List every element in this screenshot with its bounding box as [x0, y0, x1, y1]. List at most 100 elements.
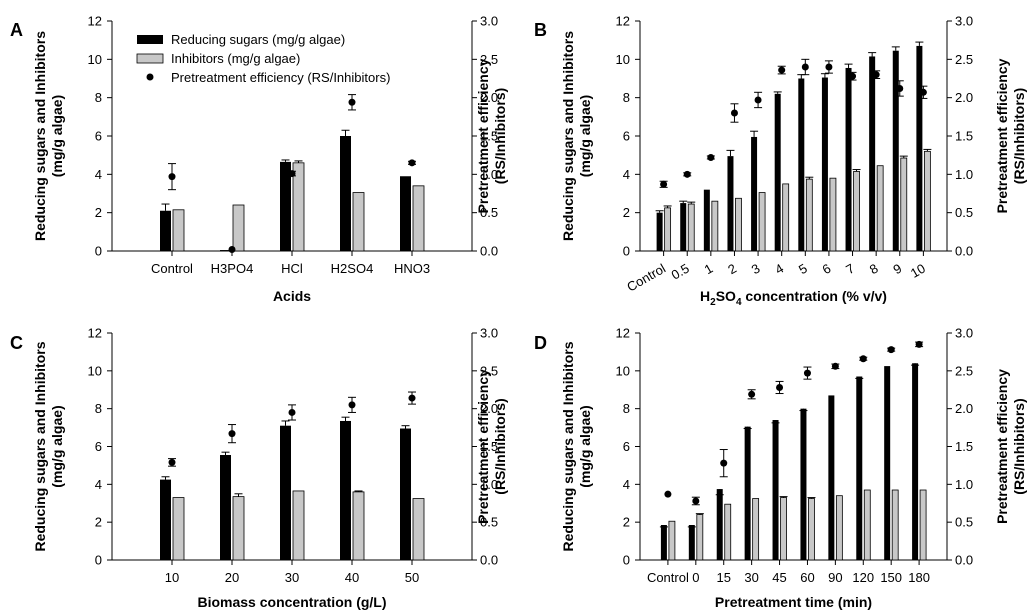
point-efficiency	[803, 369, 811, 377]
bar-reducing-sugars	[703, 189, 710, 251]
y-axis-title-line: Reducing sugars and Inhibitors	[560, 31, 576, 241]
point-efficiency	[872, 71, 880, 79]
y-tick-label: 10	[616, 52, 630, 67]
point-efficiency	[664, 490, 672, 498]
x-tick-label: 5	[796, 261, 810, 278]
y-tick-label: 12	[616, 14, 630, 29]
y-tick-label: 10	[88, 52, 102, 67]
x-tick-label: 3	[749, 261, 763, 278]
bar-reducing-sugars	[798, 78, 805, 251]
y2-tick-label: 1.5	[480, 129, 498, 144]
y2-tick-label: 0.0	[955, 244, 973, 259]
x-tick-label: 7	[843, 261, 857, 278]
y-tick-label: 8	[623, 90, 630, 105]
bar-reducing-sugars	[751, 136, 758, 251]
point-efficiency	[915, 340, 923, 348]
x-axis-title: Pretreatment time (min)	[715, 594, 872, 610]
x-tick-label: 0	[692, 570, 699, 585]
bar-reducing-sugars	[400, 176, 411, 251]
bar-inhibitors	[172, 497, 185, 561]
y2-axis-title-line: (RS/Inhibitors)	[492, 398, 508, 494]
point-efficiency	[168, 173, 176, 181]
y-axis-title-line: Reducing sugars and Inhibitors	[560, 341, 576, 551]
bar-inhibitors	[412, 185, 425, 252]
bar-inhibitors	[711, 200, 719, 252]
y2-tick-label: 1.0	[480, 167, 498, 182]
bar-reducing-sugars	[220, 455, 231, 560]
bar-inhibitors	[752, 498, 760, 561]
legend-label-inhibitors: Inhibitors (mg/g algae)	[171, 51, 300, 66]
y2-tick-label: 3.0	[480, 14, 498, 29]
y2-axis-title-line: (RS/Inhibitors)	[1011, 398, 1027, 494]
y2-tick-label: 2.5	[955, 363, 973, 378]
point-efficiency	[778, 66, 786, 74]
y2-axis-title-line: (RS/Inhibitors)	[1011, 88, 1027, 184]
bar-inhibitors	[232, 204, 245, 252]
point-efficiency	[720, 459, 728, 467]
bar-reducing-sugars	[869, 56, 876, 252]
y-tick-label: 8	[95, 401, 102, 416]
y-tick-label: 0	[95, 553, 102, 568]
y-axis-title: Reducing sugars and Inhibitors(mg/g alga…	[560, 31, 593, 241]
y2-tick-label: 3.0	[480, 326, 498, 341]
bar-reducing-sugars	[884, 366, 891, 560]
y2-tick-label: 0.5	[480, 205, 498, 220]
legend-label-efficiency: Pretreatment efficiency (RS/Inhibitors)	[171, 70, 390, 85]
y-tick-label: 0	[623, 553, 630, 568]
panel-letter: B	[534, 20, 547, 40]
y-tick-label: 2	[623, 205, 630, 220]
point-efficiency	[348, 401, 356, 409]
y2-tick-label: 1.0	[955, 167, 973, 182]
panel-letter: C	[10, 333, 23, 353]
chart-panel-a: A 0 2 4 6 8 10 12 0.0 0.5 1.0 1.5 2.0 2.5 3.0 Control H3…	[10, 14, 508, 305]
y-tick-label: 4	[95, 477, 102, 492]
y2-tick-label: 2.0	[955, 90, 973, 105]
x-tick-label: 60	[800, 570, 814, 585]
bar-reducing-sugars	[774, 93, 781, 251]
x-tick-label: 6	[820, 261, 834, 278]
bar-reducing-sugars	[716, 489, 723, 560]
point-efficiency	[887, 346, 895, 354]
point-efficiency	[228, 245, 236, 253]
bar-reducing-sugars	[340, 136, 351, 251]
bar-inhibitors	[352, 491, 365, 561]
bar-reducing-sugars	[912, 363, 919, 560]
legend-swatch-reducing-sugars	[137, 35, 163, 44]
bar-reducing-sugars	[727, 156, 734, 251]
y2-axis-title: Pretreatment efficiency(RS/Inhibitors)	[994, 369, 1027, 524]
x-tick-label: 0.5	[669, 261, 692, 283]
point-efficiency	[896, 84, 904, 92]
y-axis-title-line: Reducing sugars and Inhibitors	[32, 341, 48, 551]
panel-letter: D	[534, 333, 547, 353]
bar-inhibitors	[232, 496, 245, 561]
bar-inhibitors	[876, 165, 884, 252]
bar-inhibitors	[758, 192, 766, 252]
bar-reducing-sugars	[160, 479, 171, 560]
bar-inhibitors	[172, 209, 185, 252]
x-tick-label: 40	[345, 570, 359, 585]
point-efficiency	[801, 63, 809, 71]
point-efficiency	[707, 153, 715, 161]
point-efficiency	[849, 72, 857, 80]
point-efficiency	[408, 159, 416, 167]
y-tick-label: 12	[88, 14, 102, 29]
point-efficiency	[288, 170, 296, 178]
legend-swatch-inhibitors	[136, 53, 164, 64]
y2-axis-title: Pretreatment efficiency(RS/Inhibitors)	[994, 58, 1027, 213]
y-tick-label: 2	[95, 205, 102, 220]
y-tick-label: 10	[88, 363, 102, 378]
x-tick-label: 2	[725, 261, 739, 278]
y-tick-label: 4	[95, 167, 102, 182]
bar-reducing-sugars	[856, 376, 863, 560]
bar-reducing-sugars	[828, 395, 835, 560]
x-tick-label: H3PO4	[211, 261, 254, 276]
bar-inhibitors	[900, 157, 908, 252]
point-efficiency	[692, 497, 700, 505]
x-tick-label: 20	[225, 570, 239, 585]
y-axis-title: Reducing sugars and Inhibitors(mg/g alga…	[32, 341, 65, 551]
x-tick-label: H2SO4	[331, 261, 374, 276]
x-tick-label: 1	[702, 261, 716, 278]
bar-reducing-sugars	[280, 161, 291, 251]
bar-reducing-sugars	[688, 525, 695, 560]
